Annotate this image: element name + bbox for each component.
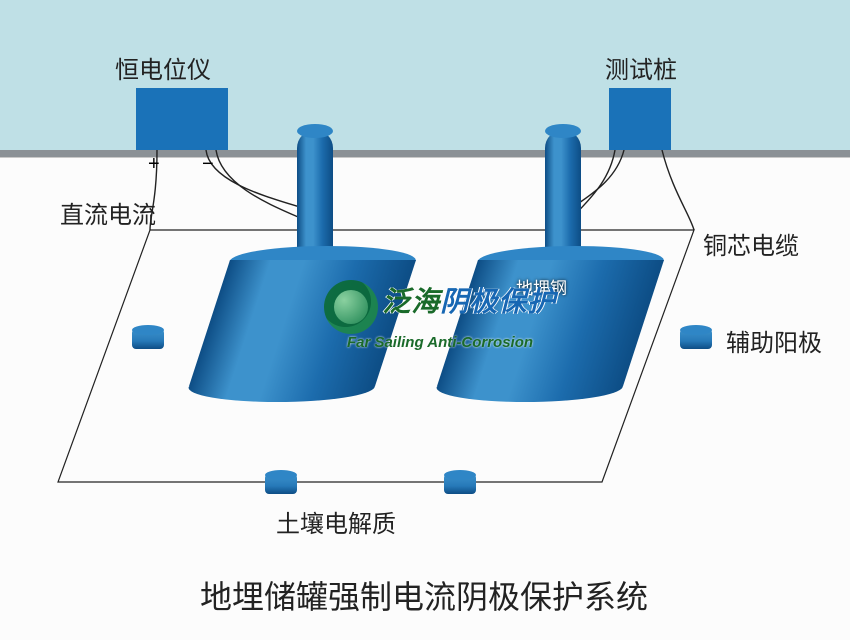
label-soil-electrolyte: 土壤电解质 [276,504,396,539]
label-copper-cable: 铜芯电缆 [703,226,799,261]
diagram-title: 地埋储罐强制电流阴极保护系统 [200,572,648,618]
minus-symbol: − [202,153,214,176]
potentiostat-box [136,88,228,150]
label-test-post: 测试桩 [605,50,677,85]
ground-line-lower [0,157,850,158]
test-post-box [609,88,671,150]
label-potentiostat: 恒电位仪 [115,50,211,85]
label-aux-anode: 辅助阳极 [726,323,822,358]
ground-line [0,150,850,157]
label-dc-current: 直流电流 [60,195,156,230]
tank-riser [297,130,333,260]
label-buried-steel: 地埋钢 [516,274,567,299]
tank-riser [545,130,581,260]
plus-symbol: + [148,153,160,176]
